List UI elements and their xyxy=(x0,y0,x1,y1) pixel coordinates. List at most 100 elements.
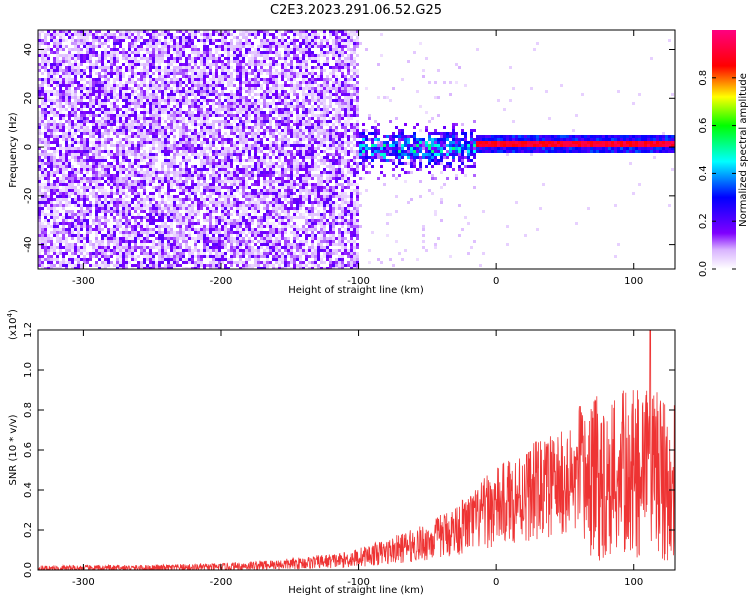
heat-cell xyxy=(248,177,251,180)
heat-cell xyxy=(107,36,110,39)
heat-cell xyxy=(53,216,56,219)
heat-cell xyxy=(239,117,242,120)
heat-cell xyxy=(161,243,164,246)
heat-cell xyxy=(44,213,47,216)
heat-cell xyxy=(152,81,155,84)
heat-cell xyxy=(137,237,140,240)
heat-cell xyxy=(101,36,104,39)
heat-cell xyxy=(254,210,257,213)
heat-cell xyxy=(185,135,188,138)
heat-cell xyxy=(92,186,95,189)
heat-cell xyxy=(266,39,269,42)
heat-cell xyxy=(200,261,203,264)
heat-cell xyxy=(104,252,107,255)
heat-cell xyxy=(137,123,140,126)
heat-cell xyxy=(47,189,50,192)
heat-cell xyxy=(209,33,212,36)
heat-cell xyxy=(230,102,233,105)
heat-cell xyxy=(218,96,221,99)
heat-cell xyxy=(170,33,173,36)
heat-cell xyxy=(83,132,86,135)
heat-cell xyxy=(179,171,182,174)
heat-cell xyxy=(104,36,107,39)
heat-cell xyxy=(56,168,59,171)
heat-cell xyxy=(260,102,263,105)
heat-cell xyxy=(173,252,176,255)
heat-cell xyxy=(122,156,125,159)
heat-cell xyxy=(179,114,182,117)
heat-cell xyxy=(170,207,173,210)
heat-cell xyxy=(167,198,170,201)
heat-cell xyxy=(167,108,170,111)
heat-cell xyxy=(80,186,83,189)
heat-cell xyxy=(263,180,266,183)
heat-cell xyxy=(212,231,215,234)
heat-cell xyxy=(101,108,104,111)
heat-cell xyxy=(80,177,83,180)
heat-cell xyxy=(146,198,149,201)
heat-cell xyxy=(182,51,185,54)
heat-cell xyxy=(173,180,176,183)
heat-cell xyxy=(131,183,134,186)
heat-cell xyxy=(212,186,215,189)
heat-cell xyxy=(221,159,224,162)
heat-cell xyxy=(62,234,65,237)
heat-cell xyxy=(155,156,158,159)
heat-cell xyxy=(215,261,218,264)
heat-cell xyxy=(236,237,239,240)
heat-cell xyxy=(122,51,125,54)
heat-cell xyxy=(50,81,53,84)
heat-cell xyxy=(47,153,50,156)
heat-cell xyxy=(227,195,230,198)
heat-cell xyxy=(68,186,71,189)
heat-cell xyxy=(95,246,98,249)
heat-cell xyxy=(203,99,206,102)
heat-cell xyxy=(71,201,74,204)
heat-cell xyxy=(194,240,197,243)
heat-cell xyxy=(185,45,188,48)
heat-cell xyxy=(161,42,164,45)
heat-cell xyxy=(263,153,266,156)
heat-cell xyxy=(83,54,86,57)
heat-cell xyxy=(107,171,110,174)
heat-cell xyxy=(107,243,110,246)
heat-cell xyxy=(113,249,116,252)
heat-cell xyxy=(95,195,98,198)
heat-cell xyxy=(134,123,137,126)
heat-cell xyxy=(170,69,173,72)
heat-cell xyxy=(41,171,44,174)
heat-cell xyxy=(53,108,56,111)
heat-cell xyxy=(77,189,80,192)
heat-cell xyxy=(137,195,140,198)
heat-cell xyxy=(95,144,98,147)
heat-cell xyxy=(56,126,59,129)
heat-cell xyxy=(176,207,179,210)
heat-cell xyxy=(266,231,269,234)
heat-cell xyxy=(209,267,212,269)
heat-cell xyxy=(227,45,230,48)
heat-cell xyxy=(245,234,248,237)
heat-cell xyxy=(227,261,230,264)
heat-cell xyxy=(182,159,185,162)
heat-cell xyxy=(161,69,164,72)
heat-cell xyxy=(125,177,128,180)
heat-cell xyxy=(176,237,179,240)
heat-cell xyxy=(134,135,137,138)
heat-cell xyxy=(149,126,152,129)
heat-cell xyxy=(188,255,191,258)
heat-cell xyxy=(269,33,272,36)
heat-cell xyxy=(89,177,92,180)
heat-cell xyxy=(152,177,155,180)
heat-cell xyxy=(56,141,59,144)
heat-cell xyxy=(98,66,101,69)
heat-cell xyxy=(266,201,269,204)
heat-cell xyxy=(68,144,71,147)
heat-cell xyxy=(218,141,221,144)
heat-cell xyxy=(104,168,107,171)
heat-cell xyxy=(206,264,209,267)
heat-cell xyxy=(236,234,239,237)
heat-cell xyxy=(206,36,209,39)
heat-cell xyxy=(104,105,107,108)
heat-cell xyxy=(269,210,272,213)
heat-cell xyxy=(197,186,200,189)
